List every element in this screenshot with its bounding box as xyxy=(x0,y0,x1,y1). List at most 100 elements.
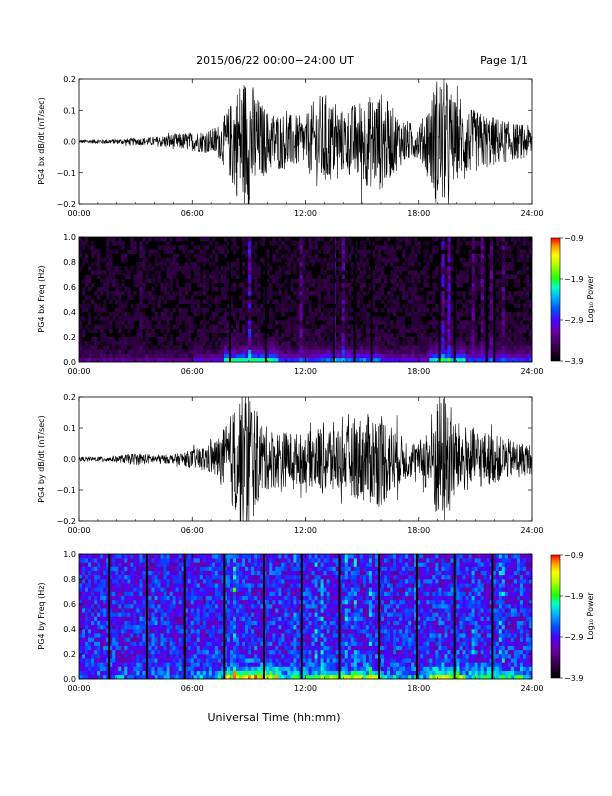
heatmap-cell xyxy=(179,237,182,241)
heatmap-cell xyxy=(179,587,182,591)
heatmap-cell xyxy=(155,558,158,562)
heatmap-cell xyxy=(432,237,435,241)
heatmap-cell xyxy=(167,579,170,583)
heatmap-cell xyxy=(450,333,453,337)
heatmap-cell xyxy=(118,650,121,654)
heatmap-cell xyxy=(302,325,305,329)
heatmap-cell xyxy=(441,270,444,274)
heatmap-cell xyxy=(127,654,130,658)
heatmap-cell xyxy=(242,325,245,329)
heatmap-cell xyxy=(151,646,154,650)
heatmap-cell xyxy=(520,312,523,316)
heatmap-cell xyxy=(257,571,260,575)
heatmap-cell xyxy=(414,275,417,279)
heatmap-cell xyxy=(299,337,302,341)
heatmap-cell xyxy=(441,241,444,245)
heatmap-cell xyxy=(309,245,312,249)
heatmap-cell xyxy=(254,337,257,341)
heatmap-cell xyxy=(91,658,94,662)
heatmap-cell xyxy=(133,592,136,596)
heatmap-cell xyxy=(378,266,381,270)
heatmap-cell xyxy=(239,629,242,633)
heatmap-cell xyxy=(290,258,293,262)
heatmap-cell xyxy=(327,279,330,283)
heatmap-cell xyxy=(191,308,194,312)
heatmap-cell xyxy=(139,325,142,329)
heatmap-cell xyxy=(167,567,170,571)
heatmap-cell xyxy=(194,617,197,621)
heatmap-cell xyxy=(302,291,305,295)
heatmap-cell xyxy=(390,333,393,337)
heatmap-cell xyxy=(399,283,402,287)
heatmap-cell xyxy=(227,608,230,612)
heatmap-cell xyxy=(490,287,493,291)
heatmap-cell xyxy=(106,341,109,345)
heatmap-cell xyxy=(139,562,142,566)
heatmap-cell xyxy=(248,295,251,299)
heatmap-cell xyxy=(136,308,139,312)
heatmap-cell xyxy=(321,287,324,291)
heatmap-cell xyxy=(130,354,133,358)
heatmap-cell xyxy=(233,283,236,287)
heatmap-cell xyxy=(151,575,154,579)
heatmap-cell xyxy=(457,279,460,283)
heatmap-cell xyxy=(429,350,432,354)
heatmap-cell xyxy=(212,558,215,562)
heatmap-cell xyxy=(299,325,302,329)
heatmap-cell xyxy=(490,304,493,308)
heatmap-cell xyxy=(212,275,215,279)
heatmap-cell xyxy=(215,579,218,583)
heatmap-cell xyxy=(511,354,514,358)
heatmap-cell xyxy=(164,575,167,579)
heatmap-cell xyxy=(327,262,330,266)
heatmap-cell xyxy=(100,625,103,629)
heatmap-cell xyxy=(423,325,426,329)
heatmap-cell xyxy=(472,320,475,324)
heatmap-cell xyxy=(121,333,124,337)
heatmap-cell xyxy=(85,341,88,345)
heatmap-cell xyxy=(194,579,197,583)
heatmap-cell xyxy=(85,579,88,583)
heatmap-cell xyxy=(463,304,466,308)
heatmap-cell xyxy=(384,250,387,254)
heatmap-cell xyxy=(242,312,245,316)
heatmap-cell xyxy=(121,579,124,583)
heatmap-cell xyxy=(299,245,302,249)
heatmap-cell xyxy=(233,587,236,591)
heatmap-cell xyxy=(88,554,91,558)
heatmap-cell xyxy=(478,241,481,245)
heatmap-cell xyxy=(130,575,133,579)
heatmap-cell xyxy=(290,254,293,258)
heatmap-cell xyxy=(420,341,423,345)
heatmap-cell xyxy=(100,617,103,621)
heatmap-cell xyxy=(242,329,245,333)
heatmap-cell xyxy=(79,658,82,662)
heatmap-cell xyxy=(103,667,106,671)
heatmap-cell xyxy=(523,304,526,308)
heatmap-cell xyxy=(508,345,511,349)
heatmap-cell xyxy=(139,571,142,575)
heatmap-cell xyxy=(209,554,212,558)
heatmap-cell xyxy=(158,658,161,662)
heatmap-cell xyxy=(233,270,236,274)
heatmap-cell xyxy=(272,354,275,358)
heatmap-cell xyxy=(236,662,239,666)
heatmap-cell xyxy=(475,254,478,258)
heatmap-cell xyxy=(435,275,438,279)
heatmap-cell xyxy=(179,642,182,646)
heatmap-cell xyxy=(118,617,121,621)
heatmap-cell xyxy=(517,270,520,274)
heatmap-cell xyxy=(100,554,103,558)
heatmap-cell xyxy=(118,320,121,324)
heatmap-cell xyxy=(423,354,426,358)
heatmap-cell xyxy=(450,308,453,312)
heatmap-cell xyxy=(517,329,520,333)
heatmap-cell xyxy=(148,625,151,629)
heatmap-cell xyxy=(511,345,514,349)
heatmap-cell xyxy=(115,662,118,666)
heatmap-cell xyxy=(260,258,263,262)
heatmap-cell xyxy=(209,316,212,320)
heatmap-cell xyxy=(112,250,115,254)
heatmap-cell xyxy=(432,245,435,249)
heatmap-cell xyxy=(381,333,384,337)
